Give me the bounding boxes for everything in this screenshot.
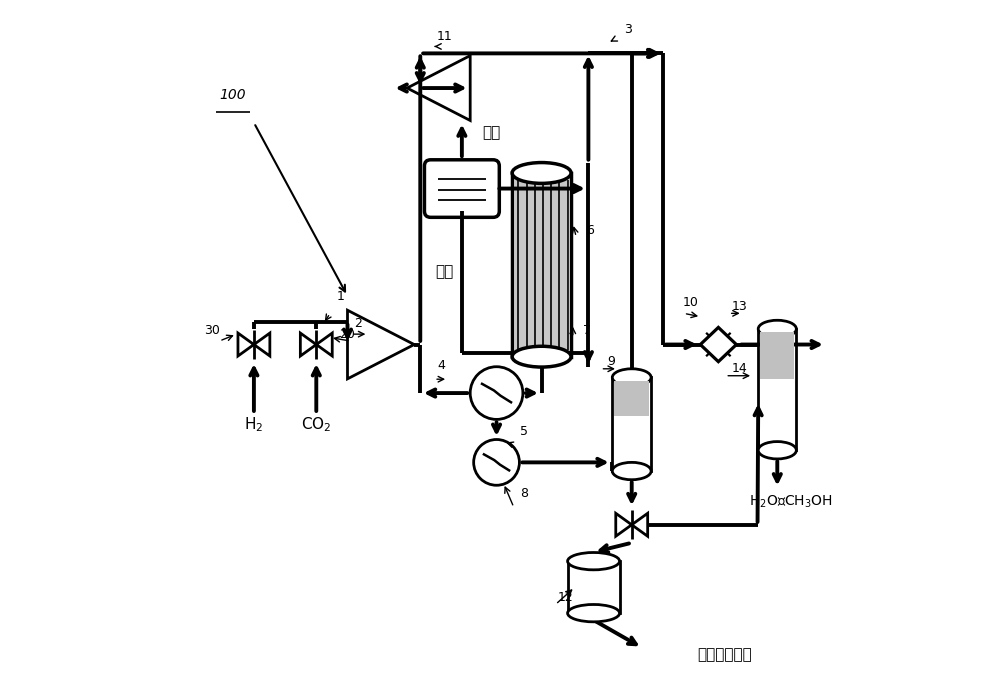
Ellipse shape [758,441,796,459]
Ellipse shape [568,605,620,622]
Text: H$_2$O，CH$_3$OH: H$_2$O，CH$_3$OH [749,494,833,510]
Text: 8: 8 [520,487,528,500]
Text: 2: 2 [354,317,362,330]
Text: 送往精制工序: 送往精制工序 [698,647,752,663]
Text: 3: 3 [624,22,632,35]
Bar [568,561,620,613]
Text: 沸水: 沸水 [435,264,454,279]
Text: 蒸汽: 蒸汽 [482,125,500,141]
Text: 20: 20 [340,328,355,340]
Text: 30: 30 [204,324,220,337]
Bar [760,333,794,379]
Text: 100: 100 [220,88,246,102]
Bar [515,180,568,349]
Text: 14: 14 [731,363,747,375]
Text: 9: 9 [607,356,615,368]
Text: 7: 7 [583,324,591,337]
Bar [512,173,571,356]
Text: 4: 4 [437,359,445,372]
Ellipse shape [758,320,796,338]
Ellipse shape [568,553,620,570]
Text: 11: 11 [437,29,452,42]
Text: H$_2$: H$_2$ [244,415,264,434]
Ellipse shape [512,163,571,183]
Text: 13: 13 [731,300,747,313]
Text: 1: 1 [337,290,344,303]
Text: 10: 10 [683,296,699,310]
Text: CO$_2$: CO$_2$ [301,415,332,434]
Text: 5: 5 [520,425,528,438]
Bar [758,329,796,450]
Ellipse shape [512,347,571,367]
Ellipse shape [612,462,651,480]
Text: 12: 12 [558,591,574,604]
Ellipse shape [612,369,651,386]
Polygon shape [700,327,736,362]
Bar [612,377,651,471]
Text: 6: 6 [586,223,594,237]
Bar [614,381,649,416]
